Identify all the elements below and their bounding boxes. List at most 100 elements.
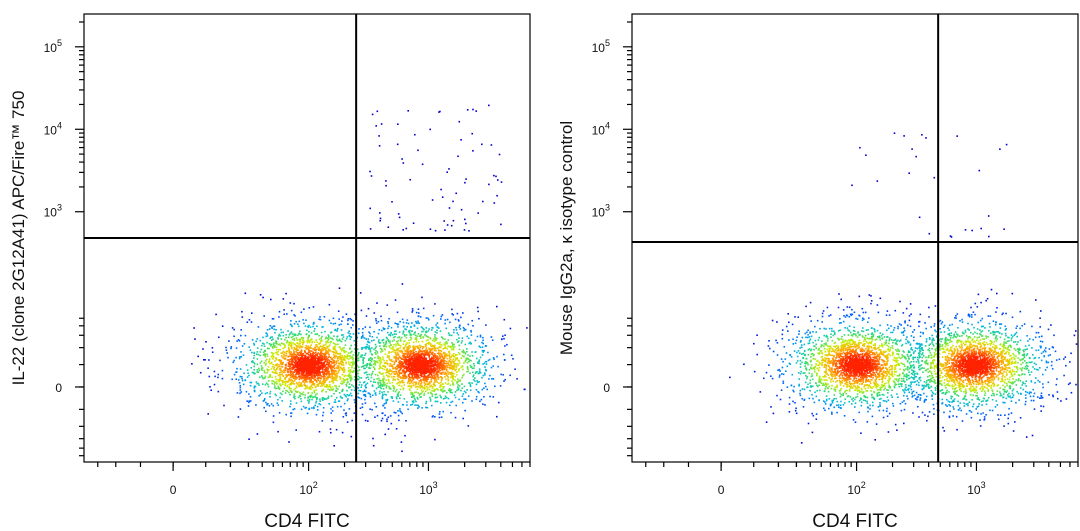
event-dot bbox=[326, 358, 328, 361]
event-dot bbox=[297, 372, 299, 374]
event-dot bbox=[430, 384, 432, 387]
event-dot bbox=[336, 356, 338, 358]
event-dot bbox=[370, 380, 372, 383]
event-dot bbox=[296, 351, 299, 354]
event-dot bbox=[203, 359, 205, 361]
event-dot bbox=[397, 343, 399, 346]
event-dot bbox=[291, 338, 294, 341]
event-dot bbox=[386, 398, 389, 401]
event-dot bbox=[320, 374, 322, 377]
event-dot bbox=[341, 334, 343, 336]
event-dot bbox=[436, 332, 438, 334]
event-dot bbox=[444, 346, 447, 348]
event-dot bbox=[336, 330, 338, 332]
event-dot bbox=[451, 348, 453, 351]
event-dot bbox=[327, 388, 329, 390]
event-dot bbox=[273, 342, 275, 344]
event-dot bbox=[430, 345, 433, 348]
event-dot bbox=[306, 363, 309, 366]
event-dot bbox=[471, 355, 474, 357]
event-dot bbox=[402, 365, 405, 367]
event-dot bbox=[446, 360, 448, 363]
event-dot bbox=[428, 360, 430, 362]
event-dot bbox=[326, 363, 328, 365]
event-dot bbox=[228, 340, 230, 342]
event-dot bbox=[451, 365, 453, 367]
event-dot bbox=[455, 363, 457, 365]
event-dot bbox=[301, 356, 303, 358]
event-dot bbox=[303, 376, 306, 379]
event-dot bbox=[393, 375, 396, 378]
event-dot bbox=[453, 368, 455, 370]
event-dot bbox=[320, 340, 323, 343]
event-dot bbox=[398, 391, 400, 393]
event-dot bbox=[335, 373, 338, 375]
event-dot bbox=[427, 383, 429, 385]
event-dot bbox=[319, 398, 321, 401]
event-dot bbox=[317, 363, 319, 365]
event-dot bbox=[461, 337, 464, 339]
event-dot bbox=[352, 354, 354, 356]
event-dot bbox=[364, 326, 367, 328]
event-dot bbox=[323, 380, 325, 383]
event-dot bbox=[310, 388, 312, 391]
event-dot bbox=[426, 370, 428, 372]
event-dot bbox=[303, 358, 306, 361]
event-dot bbox=[405, 420, 407, 422]
event-dot bbox=[279, 335, 282, 337]
event-dot bbox=[325, 360, 327, 363]
event-dot bbox=[439, 357, 441, 359]
event-dot bbox=[262, 351, 265, 354]
event-dot bbox=[331, 406, 334, 408]
event-dot bbox=[283, 387, 286, 390]
event-dot bbox=[318, 376, 321, 379]
event-dot bbox=[397, 370, 400, 372]
event-dot bbox=[440, 359, 442, 361]
event-dot bbox=[289, 363, 291, 365]
event-dot bbox=[290, 412, 293, 414]
event-dot bbox=[448, 388, 451, 390]
event-dot bbox=[453, 356, 456, 358]
event-dot bbox=[448, 389, 450, 392]
event-dot bbox=[370, 374, 373, 376]
event-dot bbox=[287, 356, 289, 358]
event-dot bbox=[307, 354, 310, 356]
event-dot bbox=[300, 358, 302, 360]
event-dot bbox=[380, 367, 383, 369]
event-dot bbox=[275, 341, 277, 344]
event-dot bbox=[282, 369, 285, 372]
event-dot bbox=[295, 337, 298, 339]
event-dot bbox=[447, 397, 450, 400]
event-dot bbox=[410, 379, 412, 382]
event-dot bbox=[295, 429, 297, 431]
event-dot bbox=[408, 355, 411, 358]
event-dot bbox=[259, 394, 261, 396]
event-dot bbox=[280, 361, 283, 364]
event-dot bbox=[251, 312, 253, 314]
event-dot bbox=[371, 384, 374, 386]
event-dot bbox=[299, 362, 302, 365]
event-dot bbox=[405, 358, 407, 360]
event-dot bbox=[420, 384, 422, 387]
event-dot bbox=[437, 359, 439, 362]
event-dot bbox=[410, 351, 412, 354]
event-dot bbox=[410, 361, 413, 363]
event-dot bbox=[441, 360, 443, 363]
event-dot bbox=[307, 346, 310, 349]
event-dot bbox=[409, 385, 412, 388]
event-dot bbox=[271, 346, 274, 348]
event-dot bbox=[490, 366, 493, 369]
event-dot bbox=[272, 343, 275, 345]
event-dot bbox=[340, 329, 343, 331]
event-dot bbox=[374, 364, 377, 366]
event-dot bbox=[454, 379, 456, 382]
event-dot bbox=[341, 320, 343, 322]
event-dot bbox=[242, 354, 245, 356]
event-dot bbox=[309, 374, 311, 377]
event-dot bbox=[320, 358, 323, 361]
event-dot bbox=[414, 381, 417, 384]
event-dot bbox=[418, 367, 421, 369]
event-dot bbox=[421, 386, 424, 389]
event-dot bbox=[413, 371, 415, 374]
